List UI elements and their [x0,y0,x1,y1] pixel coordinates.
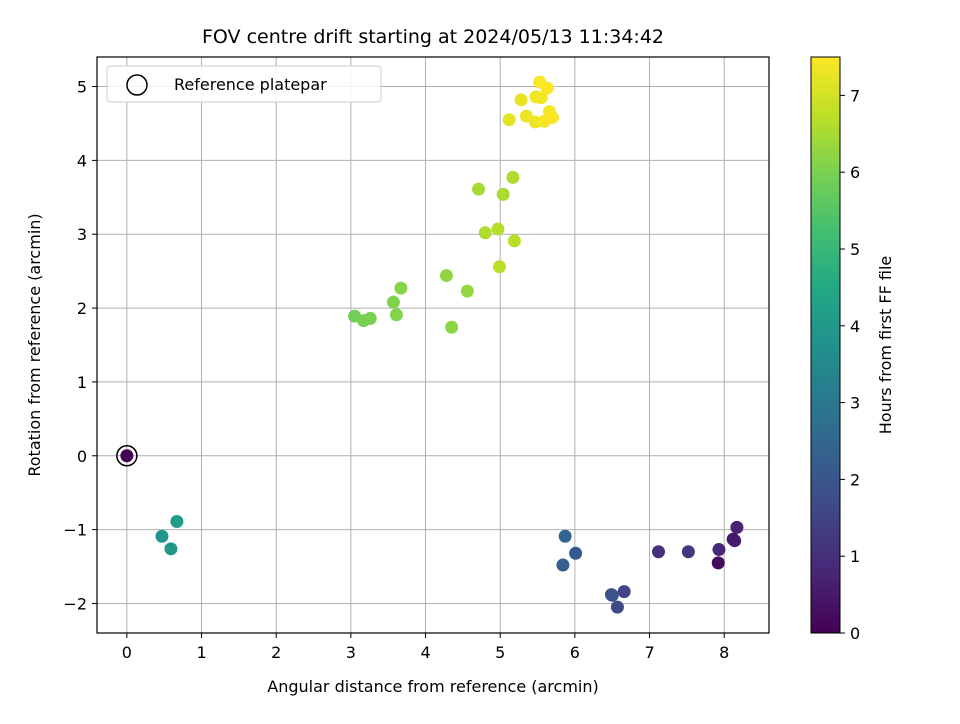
legend-box [106,65,382,103]
data-point [507,234,521,248]
y-tick-label: 1 [77,373,87,392]
reference-point-ring [116,445,138,467]
data-point [617,585,631,599]
data-point [389,308,403,322]
colorbar-tick-label: 0 [850,624,860,643]
colorbar-gradient [810,56,841,634]
colorbar-label: Hours from first FF file [876,256,895,435]
data-point [506,170,520,184]
y-tick-label: 5 [77,78,87,97]
data-point [155,529,169,543]
data-point [492,260,506,274]
data-point [472,182,486,196]
y-tick-label: 3 [77,225,87,244]
data-point [164,542,178,556]
legend: Reference platepar [106,65,382,103]
chart-title: FOV centre drift starting at 2024/05/13 … [202,26,664,48]
data-point [478,226,492,240]
x-tick-label: 1 [196,643,206,662]
colorbar-tick-label: 5 [850,240,860,259]
colorbar-tick-label: 4 [850,317,860,336]
colorbar-tick-label: 7 [850,86,860,105]
data-point [363,311,377,325]
x-tick-label: 7 [644,643,654,662]
y-tick-label: −2 [63,594,87,613]
data-point [711,556,725,570]
data-point [540,81,554,95]
colorbar-tick-label: 2 [850,470,860,489]
data-point [712,543,726,557]
x-tick-label: 5 [495,643,505,662]
data-point [730,520,744,534]
colorbar-ticks: 0 1 2 3 4 5 6 7 [840,86,860,643]
scatter-points [120,75,744,614]
data-point [651,545,665,559]
data-point [610,600,624,614]
data-point [120,449,134,463]
data-point [514,93,528,107]
data-point [502,113,516,127]
data-point [460,284,474,298]
data-point [728,534,742,548]
x-tick-label: 3 [346,643,356,662]
legend-marker-reference [126,74,148,96]
y-tick-label: 2 [77,299,87,318]
colorbar-tick-label: 1 [850,547,860,566]
x-axis-label: Angular distance from reference (arcmin) [267,677,598,696]
data-point [439,269,453,283]
x-axis-ticks: 0 1 2 3 4 5 6 7 8 [122,633,729,662]
data-point [534,91,548,105]
colorbar-tick-label: 3 [850,394,860,413]
y-axis-ticks: −2 −1 0 1 2 3 4 5 [63,78,97,613]
colorbar-tick-label: 6 [850,163,860,182]
data-point [491,222,505,236]
reference-marker [116,445,138,467]
x-tick-label: 2 [271,643,281,662]
data-point [556,558,570,572]
data-point [394,281,408,295]
data-point [170,514,184,528]
x-tick-label: 4 [420,643,430,662]
data-point [605,588,619,602]
data-point [386,295,400,309]
legend-label-reference: Reference platepar [174,75,327,94]
colorbar: 0 1 2 3 4 5 6 7 Hours from first FF file [810,56,895,643]
y-axis-label: Rotation from reference (arcmin) [25,213,44,476]
data-point [545,111,559,125]
y-tick-label: 4 [77,151,87,170]
data-point [496,187,510,201]
x-tick-label: 8 [719,643,729,662]
y-tick-label: −1 [63,521,87,540]
y-tick-label: 0 [77,447,87,466]
data-point [445,320,459,334]
plot-area-frame [96,56,770,634]
data-point [681,545,695,559]
grid-lines [97,57,769,633]
x-tick-label: 0 [122,643,132,662]
data-point [569,546,583,560]
data-point [558,529,572,543]
x-tick-label: 6 [570,643,580,662]
